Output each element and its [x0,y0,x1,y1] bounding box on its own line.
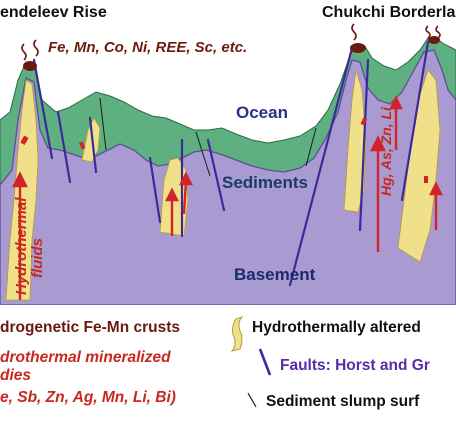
basement-label: Basement [234,265,316,284]
legend-hydrogenetic-crusts: drogenetic Fe-Mn crusts [0,319,180,336]
fault-swatch [258,348,272,376]
emanation-symbols [21,23,441,61]
emanation-squiggle [425,25,431,39]
mineralized-bodies [20,117,428,183]
altered-zone-left [5,79,39,301]
mineralized-body [360,117,368,126]
mineralized-body [78,141,86,150]
hydrothermal-fluids-label-line1: Hydrothermal [13,197,30,295]
fe-mn-crusts [23,36,440,71]
ocean-label: Ocean [236,103,288,122]
legend-mineralized-line1: drothermal mineralized [0,349,171,366]
slump-surface [195,131,211,177]
arrow-head [165,187,179,202]
emanation-squiggle [33,39,39,57]
emanation-squiggle [21,43,27,61]
legend-mineralized-line2: dies [0,367,32,384]
emanation-squiggle [351,23,357,41]
fault-line [288,46,354,287]
altered-zone-mid [81,117,101,163]
arrow-head [429,181,443,196]
sediments-label: Sediments [222,173,308,192]
hg-as-zn-li-label: Hg, As, Zn, Li [378,106,394,196]
fault-line [148,156,162,224]
arrow-head [179,171,193,186]
fluid-arrows [12,95,443,300]
slump-surface [99,97,107,151]
fault-line [400,40,430,202]
slump-surfaces [99,97,317,177]
emanation-squiggle [435,25,441,39]
elements-label: Fe, Mn, Co, Ni, REE, Sc, etc. [48,39,247,56]
arrow-head [389,95,403,110]
arrow-head [12,171,28,188]
fe-mn-crust [23,61,37,71]
fe-mn-crust [350,43,366,53]
mineralized-body [20,135,29,145]
hydrothermally-altered-swatch [230,315,244,352]
slump-surface-swatch [247,392,257,408]
fault-line [88,116,98,174]
faults [32,40,430,287]
chukchi-borderland-label: Chukchi Borderla [322,4,455,21]
fault-line [32,58,54,160]
mineralized-body [424,176,428,183]
legend: drogenetic Fe-Mn crusts Hydrothermally a… [0,305,456,426]
altered-zone-right-1 [343,69,367,213]
slump-surface [305,127,317,167]
arrow-head [370,135,386,152]
fault-line [358,58,370,232]
fault-line [56,110,72,184]
legend-faults: Faults: Horst and Gr [280,357,430,374]
fe-mn-crust [428,36,440,44]
legend-slump-surface: Sediment slump surf [266,393,420,410]
fluid-arrow [182,179,188,215]
hydrothermal-fluids-label-line2: fluids [29,238,46,278]
fault-line [206,138,226,212]
legend-mineralized-line3: e, Sb, Zn, Ag, Mn, Li, Bi) [0,389,176,406]
legend-symbols [230,315,272,408]
legend-hydrothermally-altered: Hydrothermally altered [252,319,421,336]
cross-section-diagram: endeleev Rise Chukchi Borderla Fe, Mn, C… [0,4,456,305]
mendeleev-rise-label: endeleev Rise [0,4,107,21]
